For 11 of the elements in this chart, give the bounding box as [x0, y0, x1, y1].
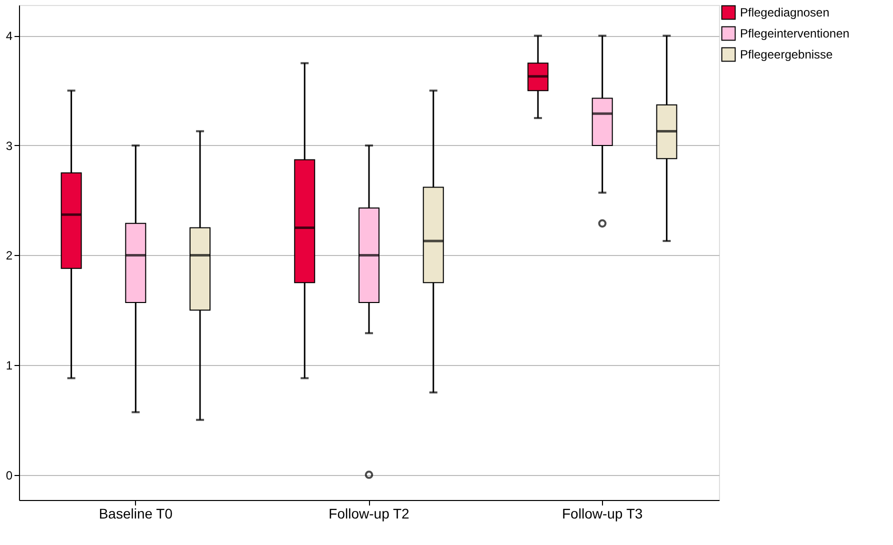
x-tick-label: Baseline T0 [98, 506, 173, 522]
x-tick-label: Follow-up T3 [562, 506, 643, 522]
legend-label: Pflegeinterventionen [740, 26, 850, 40]
y-tick-label: 0 [6, 468, 13, 482]
legend-label: Pflegediagnosen [740, 6, 830, 20]
x-tick-label: Follow-up T2 [328, 506, 410, 522]
y-tick-label: 3 [6, 138, 13, 153]
legend-label: Pflegeergebnisse [740, 48, 834, 62]
y-tick-label: 2 [6, 248, 13, 263]
y-tick-label: 1 [6, 358, 13, 372]
y-tick-label: 4 [6, 29, 13, 44]
